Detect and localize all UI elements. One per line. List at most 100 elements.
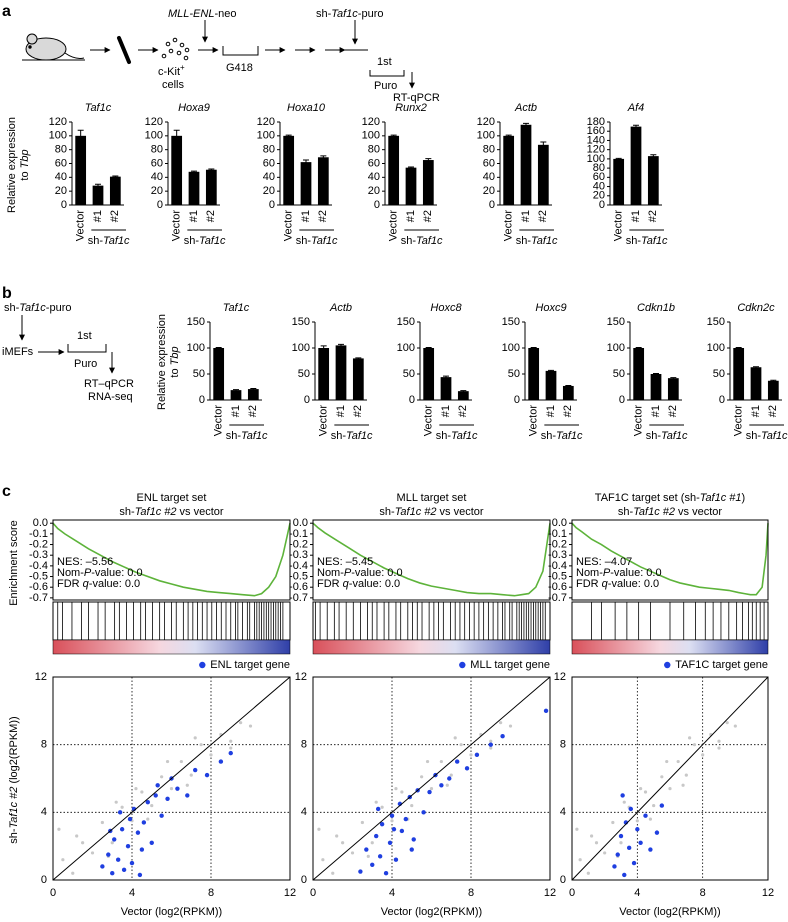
point bbox=[665, 759, 669, 764]
bar bbox=[230, 390, 242, 400]
assay-label: RT-qPCR bbox=[393, 92, 440, 104]
y-axis-label-part: Tbp bbox=[19, 149, 31, 168]
point bbox=[114, 800, 118, 804]
error-bar bbox=[633, 124, 639, 128]
panel-label: c bbox=[2, 483, 11, 500]
assay-label: RNA-seq bbox=[88, 391, 133, 403]
y-tick-label: 100 bbox=[477, 130, 495, 142]
point bbox=[374, 800, 378, 804]
point bbox=[400, 790, 404, 794]
bar bbox=[440, 377, 452, 400]
point bbox=[150, 803, 154, 808]
point bbox=[409, 847, 414, 852]
x-tick-label: Vector bbox=[528, 405, 540, 437]
point bbox=[594, 841, 599, 845]
point bbox=[578, 858, 582, 862]
error-bar bbox=[95, 183, 101, 188]
annotation-part: FDR bbox=[317, 578, 343, 590]
group-label: sh-Taf1c bbox=[184, 235, 226, 247]
y-tick-label: -0.4 bbox=[548, 560, 567, 572]
error-bar bbox=[425, 158, 432, 162]
point bbox=[733, 724, 737, 728]
error-bar bbox=[320, 155, 327, 159]
error-bar bbox=[523, 122, 529, 127]
x-tick-label: #2 bbox=[247, 405, 259, 417]
round-label: 1st bbox=[377, 56, 392, 68]
error-bar bbox=[425, 346, 432, 349]
chart-subtitle-part: Taf1c #2 bbox=[395, 506, 437, 518]
annotation-part: P bbox=[344, 567, 352, 579]
y-tick-label: 100 bbox=[607, 342, 625, 354]
y-tick-label: 40 bbox=[55, 171, 67, 183]
enrichment-curve bbox=[571, 522, 769, 596]
selection-label: G418 bbox=[226, 62, 253, 74]
bar bbox=[300, 162, 312, 205]
plot-frame bbox=[571, 676, 769, 881]
y-tick-label: -0.5 bbox=[289, 570, 308, 582]
point bbox=[165, 796, 170, 801]
point bbox=[447, 776, 452, 781]
annotation: FDR q-value: 0.0 bbox=[57, 578, 140, 590]
point bbox=[153, 793, 158, 798]
x-tick-label: #1 bbox=[300, 210, 312, 222]
y-tick-label: 80 bbox=[593, 162, 605, 174]
legend-label: MLL target gene bbox=[470, 659, 550, 671]
point bbox=[692, 743, 697, 747]
group-label-part: sh- bbox=[401, 235, 417, 247]
point bbox=[439, 783, 444, 788]
point bbox=[120, 805, 124, 809]
bar bbox=[733, 348, 745, 400]
point bbox=[377, 854, 383, 859]
group-label-part: Taf1c bbox=[103, 235, 130, 247]
y-tick-label: 80 bbox=[151, 144, 163, 156]
group-label-part: sh- bbox=[88, 235, 104, 247]
y-axis-label: to Tbp bbox=[19, 149, 31, 180]
x-tick-label: #2 bbox=[457, 405, 469, 417]
y-tick-label: 20 bbox=[263, 185, 275, 197]
point bbox=[90, 851, 95, 855]
point bbox=[648, 817, 653, 821]
point bbox=[370, 841, 374, 845]
group-label: sh-Taf1c bbox=[541, 430, 583, 442]
y-tick-label: 0 bbox=[269, 199, 275, 211]
group-label-part: Taf1c bbox=[451, 430, 478, 442]
x-tick-label: #2 bbox=[205, 210, 217, 222]
bar bbox=[767, 380, 779, 400]
point bbox=[175, 786, 180, 791]
group-label-part: sh- bbox=[296, 235, 312, 247]
error-bar bbox=[390, 134, 397, 137]
bar bbox=[75, 135, 87, 205]
error-bar bbox=[443, 375, 449, 379]
group-label-part: sh- bbox=[331, 430, 347, 442]
shrna-label: sh-Taf1c-puro bbox=[4, 302, 71, 314]
y-tick-label: 4 bbox=[301, 806, 307, 818]
group-label: sh-Taf1c bbox=[401, 235, 443, 247]
annotation: NES: –5.45 bbox=[317, 556, 373, 568]
chart-title-part: ) bbox=[742, 492, 746, 504]
rank-gradient bbox=[312, 639, 551, 655]
y-tick-label: -0.7 bbox=[289, 592, 308, 604]
point bbox=[464, 766, 470, 771]
point bbox=[81, 841, 85, 845]
bar bbox=[405, 167, 417, 205]
chart-title-part: Taf1c #1 bbox=[700, 492, 742, 504]
x-tick-label: 8 bbox=[468, 887, 474, 899]
point bbox=[489, 739, 493, 743]
round-label: 1st bbox=[77, 330, 92, 342]
y-tick-label: 4 bbox=[560, 806, 566, 818]
y-axis-label: Relative expression bbox=[6, 117, 18, 213]
assay-label: RT–qPCR bbox=[84, 378, 134, 390]
error-bar bbox=[285, 134, 292, 137]
annotation-part: FDR bbox=[57, 578, 83, 590]
y-tick-label: -0.5 bbox=[29, 570, 48, 582]
point bbox=[185, 783, 189, 787]
x-axis-label: Vector (log2(RPKM)) bbox=[619, 906, 720, 918]
x-tick-label: 12 bbox=[762, 887, 774, 899]
annotation-part: NES: –5.56 bbox=[57, 556, 113, 568]
y-tick-label: 80 bbox=[483, 144, 495, 156]
point bbox=[159, 813, 164, 818]
enrichment-curve bbox=[52, 522, 291, 597]
annotation: Nom-P-value: 0.0 bbox=[576, 567, 662, 579]
bar bbox=[109, 176, 121, 205]
error-bar bbox=[548, 369, 554, 372]
